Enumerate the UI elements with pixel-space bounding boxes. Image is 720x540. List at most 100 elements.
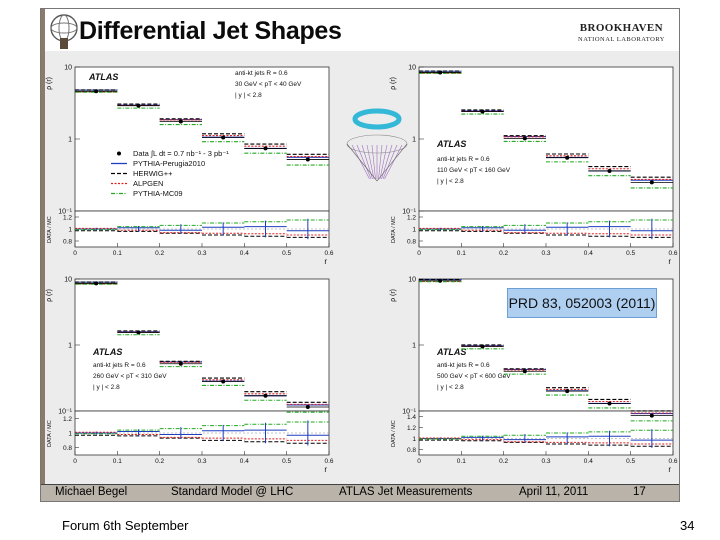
data-point [565,155,570,160]
ratio-tick-label: 1 [412,227,416,234]
ratio-tick-label: 1 [68,227,72,234]
x-tick-label: 0 [73,250,77,257]
cut-label: anti-kt jets R = 0.6 [437,362,490,369]
y-tick-label: 10⁻¹ [58,209,72,216]
slide-title: Differential Jet Shapes [79,17,342,45]
x-tick-label: 0.5 [626,250,635,257]
x-axis-label: r [668,257,671,266]
ratio-tick-label: 0.8 [407,447,416,454]
jet-particle-track [366,144,375,180]
ratio-tick-label: 1.2 [407,425,416,432]
ratio-tick-label: 0.8 [63,239,72,246]
jet-particle-track [356,144,372,180]
ratio-axis-label: DATA / MC [47,420,53,447]
slide-footer: Michael Begel Standard Model @ LHC ATLAS… [41,484,679,501]
bottom-left-caption: Forum 6th September [62,518,189,533]
atlas-label: ATLAS [436,347,466,357]
data-point [305,404,310,409]
x-axis-label: r [324,465,327,474]
main-plot-frame [74,278,330,412]
x-tick-label: 0.4 [584,458,593,465]
data-point [178,361,183,366]
slide-image: Differential Jet Shapes BROOKHAVEN NATIO… [40,8,680,502]
cut-label: anti-kt jets R = 0.6 [235,70,288,77]
jet-particle-track [351,144,370,180]
legend-entry: PYTHIA-MC09 [133,189,183,198]
data-point [649,180,654,185]
data-point [136,103,141,108]
jet-shape-panel-1: 10⁻¹ 1 10 0.8 1 1.2 0 0.1 0.2 0.3 0.4 0.5 0.6r ρ (r) D… [46,65,334,267]
footer-topic: ATLAS Jet Measurements [339,486,473,498]
ratio-axis-label: DATA / MC [47,216,53,243]
y-tick-label: 10 [408,277,416,284]
x-axis-label: r [324,257,327,266]
data-point [94,89,99,94]
x-tick-label: 0.4 [240,250,249,257]
data-point [480,109,485,114]
y-tick-label: 10⁻¹ [402,209,416,216]
y-tick-label: 10⁻¹ [58,409,72,416]
data-point [438,278,443,283]
cut-label: | y | < 2.8 [437,384,464,391]
legend-marker-data [117,151,121,156]
y-tick-label: 1 [412,343,416,350]
cut-label: 110 GeV < pT < 160 GeV [437,167,511,174]
data-point [178,119,183,124]
jet-cone-edge [376,143,408,182]
y-tick-label: 10 [64,65,72,72]
jet-shape-panel-2: 10⁻¹ 1 10 0.8 1 1.2 0 0.1 0.2 0.3 0.4 0.5 0.6r ρ (r) D… [390,65,678,267]
x-tick-label: 0.1 [113,250,122,257]
lab-subtitle: NATIONAL LABORATORY [578,36,665,43]
legend-entry: Data ∫L dt = 0.7 nb⁻¹ - 3 pb⁻¹ [133,149,229,158]
legend: Data ∫L dt = 0.7 nb⁻¹ - 3 pb⁻¹PYTHIA-Per… [111,149,229,198]
ratio-tick-label: 0.8 [407,239,416,246]
cut-label: | y | < 2.8 [93,384,120,391]
jet-shape-panel-4: 10⁻¹ 1 10 0.8 1 1.2 1.4 0 0.1 0.2 0.3 0.4 0.5 0.6r ρ (… [390,277,678,475]
y-axis-label: ρ (r) [390,289,397,302]
atlas-label: ATLAS [436,139,466,149]
x-tick-label: 0.6 [324,458,333,465]
footer-date: April 11, 2011 [519,486,589,498]
cut-label: 30 GeV < pT < 40 GeV [235,81,302,88]
ratio-axis-label: DATA / MC [391,420,397,447]
jet-cone-diagram [346,108,408,182]
x-tick-label: 0.5 [282,458,291,465]
y-tick-label: 1 [68,137,72,144]
data-point [438,70,443,75]
main-plot-frame [74,66,330,212]
x-tick-label: 0.2 [155,458,164,465]
jet-particle-track [384,144,403,180]
y-axis-label: ρ (r) [390,77,397,90]
data-point [607,401,612,406]
footer-event: Standard Model @ LHC [171,486,294,498]
cut-label: | y | < 2.8 [235,92,262,99]
x-tick-label: 0.2 [155,250,164,257]
ratio-tick-label: 1.2 [63,215,72,222]
atlas-label: ATLAS [92,347,122,357]
x-tick-label: 0 [417,458,421,465]
y-tick-label: 1 [412,137,416,144]
y-tick-label: 10 [64,277,72,284]
x-tick-label: 0.1 [113,458,122,465]
x-tick-label: 0.6 [668,458,677,465]
x-tick-label: 0.3 [541,250,550,257]
jet-particle-track [378,144,383,180]
x-tick-label: 0.6 [324,250,333,257]
x-tick-label: 0.4 [584,250,593,257]
jet-shape-panel-3: 10⁻¹ 1 10 0.8 1 1.2 0 0.1 0.2 0.3 0.4 0.5 0.6r ρ (r) D… [46,277,334,475]
y-tick-label: 1 [68,343,72,350]
data-point [607,168,612,173]
jet-cone-edge [346,143,378,182]
y-axis-label: ρ (r) [46,77,53,90]
x-tick-label: 0.1 [457,250,466,257]
data-point [480,344,485,349]
y-tick-label: 10⁻¹ [402,409,416,416]
data-point [263,393,268,398]
data-point [305,157,310,162]
main-plot-frame [418,66,674,212]
data-point [221,135,226,140]
x-tick-label: 0.3 [197,458,206,465]
x-tick-label: 0.6 [668,250,677,257]
legend-entry: PYTHIA-Perugia2010 [133,159,205,168]
ratio-tick-label: 1 [68,431,72,438]
